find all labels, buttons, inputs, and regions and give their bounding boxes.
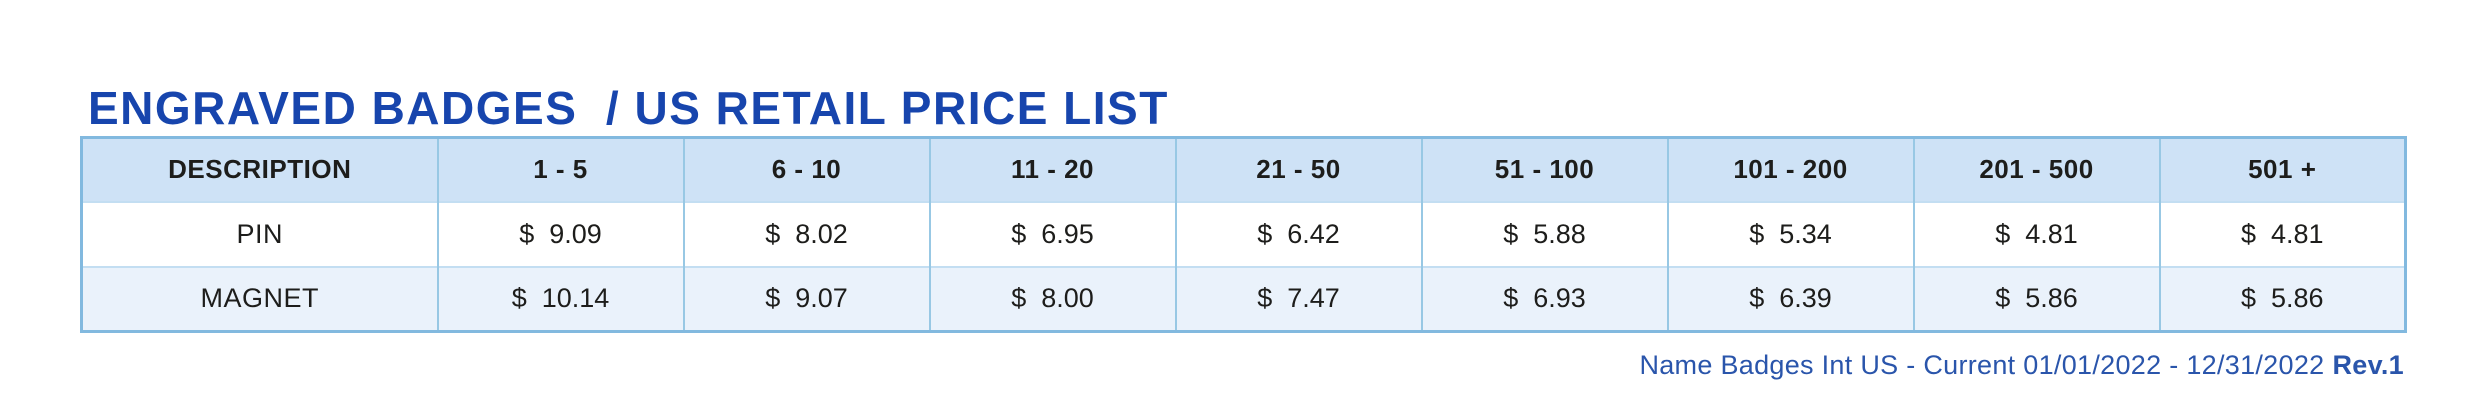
price-cell: $9.07	[682, 265, 930, 332]
column-header-qty-501-plus: 501 +	[2158, 137, 2406, 202]
price-value: 7.47	[1287, 283, 1340, 314]
column-header-qty-201-500: 201 - 500	[1912, 137, 2160, 202]
column-header-qty-51-100: 51 - 100	[1420, 137, 1668, 202]
price-value: 9.07	[795, 283, 848, 314]
revision-note-text: Name Badges Int US - Current 01/01/2022 …	[1639, 350, 2325, 380]
price-value: 4.81	[2270, 218, 2324, 249]
column-header-qty-11-20: 11 - 20	[928, 137, 1176, 202]
header-row: DESCRIPTION 1 - 5 6 - 10 11 - 20 21 - 50…	[81, 137, 2406, 202]
currency-symbol: $	[519, 218, 535, 249]
table-row-pin: PIN $9.09 $8.02 $6.95 $6.42 $5.88 $5.34 …	[81, 200, 2406, 267]
price-value: 4.81	[2025, 218, 2078, 249]
price-cell: $6.39	[1666, 265, 1914, 332]
price-value: 6.42	[1287, 218, 1340, 249]
page-title: ENGRAVED BADGES / US RETAIL PRICE LIST	[88, 81, 1169, 134]
price-value: 6.95	[1041, 218, 1094, 249]
currency-symbol: $	[1257, 218, 1273, 249]
currency-symbol: $	[1995, 218, 2011, 249]
currency-symbol: $	[2240, 283, 2256, 314]
price-value: 8.02	[795, 218, 848, 249]
currency-symbol: $	[1257, 283, 1273, 314]
price-cell: $4.81	[1912, 200, 2160, 267]
price-cell: $8.00	[928, 265, 1176, 332]
price-cell: $10.14	[436, 265, 684, 332]
price-value: 5.86	[2270, 283, 2324, 314]
currency-symbol: $	[2240, 218, 2256, 249]
currency-symbol: $	[765, 218, 781, 249]
price-cell: $5.86	[1912, 265, 2160, 332]
price-cell: $9.09	[436, 200, 684, 267]
price-cell: $5.34	[1666, 200, 1914, 267]
price-value: 9.09	[549, 218, 602, 249]
price-value: 8.00	[1041, 283, 1094, 314]
price-cell: $7.47	[1174, 265, 1422, 332]
revision-note: Name Badges Int US - Current 01/01/2022 …	[80, 350, 2404, 381]
column-header-qty-101-200: 101 - 200	[1666, 137, 1914, 202]
column-header-qty-6-10: 6 - 10	[682, 137, 930, 202]
table-row-magnet: MAGNET $10.14 $9.07 $8.00 $7.47 $6.93 $6…	[81, 265, 2406, 332]
revision-number: Rev.1	[2332, 350, 2404, 380]
column-header-qty-21-50: 21 - 50	[1174, 137, 1422, 202]
price-value: 5.34	[1779, 218, 1832, 249]
price-cell: $6.93	[1420, 265, 1668, 332]
currency-symbol: $	[1503, 283, 1519, 314]
price-cell: $6.95	[928, 200, 1176, 267]
price-cell: $6.42	[1174, 200, 1422, 267]
currency-symbol: $	[1011, 283, 1027, 314]
currency-symbol: $	[1749, 283, 1765, 314]
description-cell: PIN	[81, 200, 438, 267]
price-cell: $5.86	[2158, 265, 2406, 332]
currency-symbol: $	[1011, 218, 1027, 249]
currency-symbol: $	[1749, 218, 1765, 249]
price-table: DESCRIPTION 1 - 5 6 - 10 11 - 20 21 - 50…	[80, 136, 2407, 333]
description-cell: MAGNET	[81, 265, 438, 332]
price-cell: $5.88	[1420, 200, 1668, 267]
currency-symbol: $	[1995, 283, 2011, 314]
currency-symbol: $	[1503, 218, 1519, 249]
price-value: 5.86	[2025, 283, 2078, 314]
price-value: 6.93	[1533, 283, 1586, 314]
price-cell: $8.02	[682, 200, 930, 267]
price-cell: $4.81	[2158, 200, 2406, 267]
column-header-description: DESCRIPTION	[168, 154, 352, 185]
currency-symbol: $	[511, 283, 527, 314]
price-value: 10.14	[541, 283, 610, 314]
column-header-qty-1-5: 1 - 5	[436, 137, 684, 202]
price-value: 5.88	[1533, 218, 1586, 249]
price-value: 6.39	[1779, 283, 1832, 314]
currency-symbol: $	[765, 283, 781, 314]
